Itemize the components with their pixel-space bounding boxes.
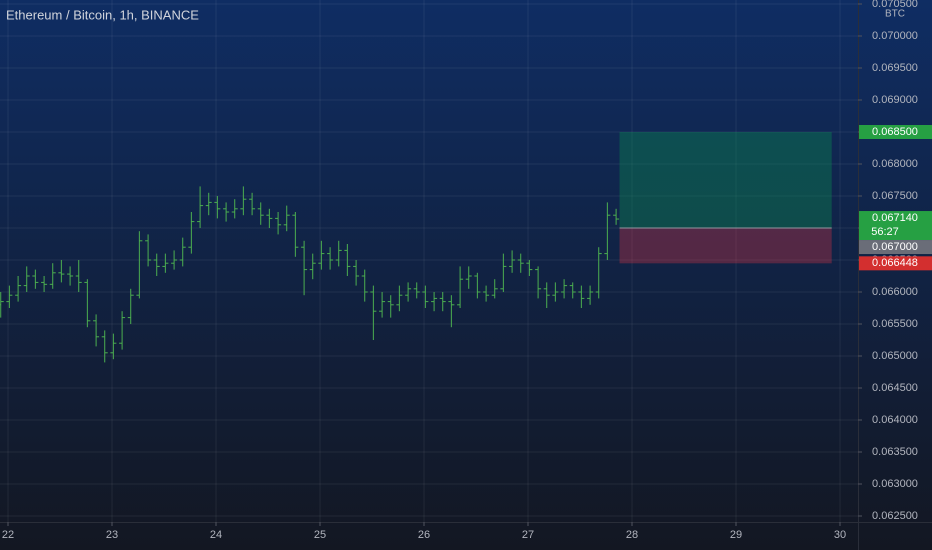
- stop-tag-bg: [859, 256, 932, 271]
- y-tick-label: 0.069500: [872, 62, 918, 74]
- x-tick-label: 23: [106, 529, 118, 541]
- entry-tag-bg: [859, 240, 932, 255]
- y-tick-label: 0.069000: [872, 94, 918, 106]
- x-tick-label: 25: [314, 529, 326, 541]
- y-tick-label: 0.070000: [872, 30, 918, 42]
- y-tick-label: 0.062500: [872, 510, 918, 522]
- bars: [0, 186, 620, 363]
- y-tick-label: 0.066000: [872, 286, 918, 298]
- target-tag-label: 0.068500: [872, 126, 918, 138]
- x-tick-label: 30: [834, 529, 846, 541]
- x-tick-label: 24: [210, 529, 222, 541]
- y-tick-label: 0.070500: [872, 0, 918, 10]
- y-tick-label: 0.063500: [872, 446, 918, 458]
- chart-title: Ethereum / Bitcoin, 1h, BINANCE: [6, 7, 199, 22]
- y-tick-label: 0.065000: [872, 350, 918, 362]
- position-tool: [619, 132, 832, 264]
- x-tick-label: 27: [522, 529, 534, 541]
- countdown-label: 56:27: [871, 226, 899, 238]
- y-tick-label: 0.065500: [872, 318, 918, 330]
- y-tick-label: 0.067500: [872, 190, 918, 202]
- y-tick-label: 0.064500: [872, 382, 918, 394]
- y-tick-label: 0.063000: [872, 478, 918, 490]
- x-tick-label: 26: [418, 529, 430, 541]
- currency-label: BTC: [885, 9, 905, 20]
- y-tick-label: 0.068000: [872, 158, 918, 170]
- last-price-label: 0.067140: [872, 212, 918, 224]
- loss-zone: [619, 228, 832, 264]
- last-price-tag-bg: [859, 211, 932, 241]
- profit-zone: [619, 132, 832, 229]
- entry-tag-label: 0.067000: [872, 241, 918, 253]
- stop-tag-label: 0.066448: [872, 257, 918, 269]
- grid: [0, 0, 858, 522]
- x-tick-label: 29: [730, 529, 742, 541]
- y-tick-label: 0.064000: [872, 414, 918, 426]
- x-tick-label: 28: [626, 529, 638, 541]
- target-tag-bg: [859, 125, 932, 140]
- x-tick-label: 22: [2, 529, 14, 541]
